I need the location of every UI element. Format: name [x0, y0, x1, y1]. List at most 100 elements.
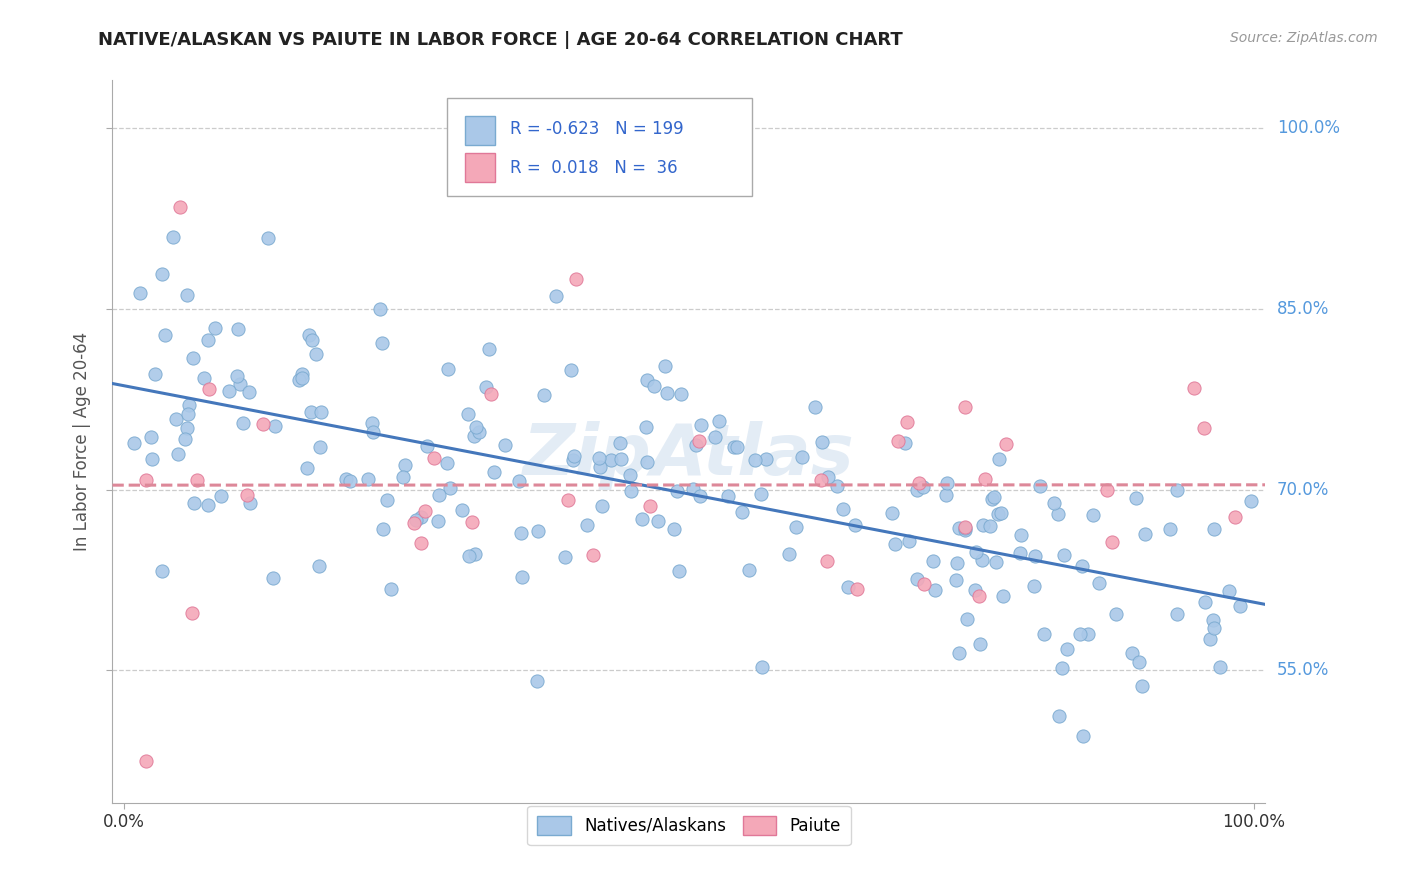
Point — [1081, 508, 1104, 522]
Point — [810, 473, 832, 487]
Point — [1133, 527, 1156, 541]
Point — [204, 321, 226, 335]
Point — [1198, 632, 1220, 646]
Point — [936, 475, 959, 490]
Point — [533, 388, 555, 402]
Point — [427, 514, 450, 528]
Point — [620, 483, 643, 498]
Point — [564, 449, 586, 463]
Point — [983, 491, 1005, 505]
Point — [209, 489, 232, 503]
Point — [669, 386, 692, 401]
Point — [1182, 381, 1205, 395]
Point — [1204, 621, 1226, 635]
Point — [1121, 646, 1143, 660]
Point — [226, 321, 249, 335]
Point — [846, 582, 869, 597]
Point — [301, 333, 323, 347]
Point — [991, 589, 1014, 603]
Point — [510, 570, 533, 584]
FancyBboxPatch shape — [447, 98, 752, 196]
Point — [405, 513, 427, 527]
Text: Source: ZipAtlas.com: Source: ZipAtlas.com — [1230, 31, 1378, 45]
Point — [817, 470, 839, 484]
Text: 85.0%: 85.0% — [1277, 300, 1329, 318]
Point — [197, 498, 219, 512]
Point — [436, 456, 458, 470]
Point — [527, 524, 550, 538]
Point — [709, 415, 731, 429]
Point — [305, 347, 328, 361]
Text: NATIVE/ALASKAN VS PAIUTE IN LABOR FORCE | AGE 20-64 CORRELATION CHART: NATIVE/ALASKAN VS PAIUTE IN LABOR FORCE … — [98, 31, 903, 49]
Point — [236, 488, 259, 502]
Point — [526, 674, 548, 689]
Point — [956, 612, 979, 626]
Point — [1047, 507, 1070, 521]
Point — [844, 518, 866, 533]
Point — [150, 564, 173, 578]
Y-axis label: In Labor Force | Age 20-64: In Labor Force | Age 20-64 — [73, 332, 91, 551]
Point — [562, 453, 585, 467]
Point — [832, 501, 855, 516]
Point — [1194, 595, 1216, 609]
Point — [837, 580, 859, 594]
Point — [380, 582, 402, 596]
Point — [815, 554, 838, 568]
Point — [557, 493, 579, 508]
Point — [631, 512, 654, 526]
Point — [141, 452, 163, 467]
Point — [238, 385, 260, 400]
Point — [1101, 534, 1123, 549]
Point — [738, 563, 761, 577]
Point — [717, 489, 740, 503]
Point — [634, 420, 657, 434]
Point — [1043, 496, 1066, 510]
Point — [176, 287, 198, 301]
Point — [1077, 627, 1099, 641]
Point — [174, 433, 197, 447]
Point — [295, 461, 318, 475]
Point — [288, 373, 311, 387]
Point — [948, 520, 970, 534]
Point — [264, 418, 287, 433]
Point — [589, 459, 612, 474]
Point — [654, 359, 676, 373]
Point — [457, 408, 479, 422]
Point — [1125, 491, 1147, 506]
Point — [984, 556, 1007, 570]
Point — [339, 474, 361, 488]
Point — [575, 518, 598, 533]
Point — [461, 515, 484, 529]
Point — [546, 289, 568, 303]
Point — [1033, 627, 1056, 641]
Point — [790, 450, 813, 464]
Text: 70.0%: 70.0% — [1277, 481, 1329, 499]
Point — [402, 516, 425, 530]
Point — [162, 230, 184, 244]
Point — [912, 577, 935, 591]
Point — [198, 382, 221, 396]
Point — [994, 437, 1017, 451]
Point — [685, 438, 707, 452]
Point — [437, 362, 460, 376]
Point — [731, 506, 754, 520]
Point — [475, 380, 498, 394]
Point — [666, 483, 689, 498]
Point — [361, 416, 384, 430]
Point — [986, 507, 1008, 521]
Point — [135, 474, 157, 488]
Point — [416, 439, 439, 453]
Point — [143, 367, 166, 381]
Point — [884, 537, 907, 551]
Point — [907, 475, 929, 490]
Point — [751, 659, 773, 673]
Point — [1209, 660, 1232, 674]
Point — [1011, 528, 1033, 542]
Text: ZipAtlas: ZipAtlas — [523, 422, 855, 491]
Point — [638, 499, 661, 513]
Point — [1166, 607, 1188, 621]
Point — [298, 327, 321, 342]
Point — [257, 231, 280, 245]
Point — [1053, 548, 1076, 562]
Point — [948, 646, 970, 660]
